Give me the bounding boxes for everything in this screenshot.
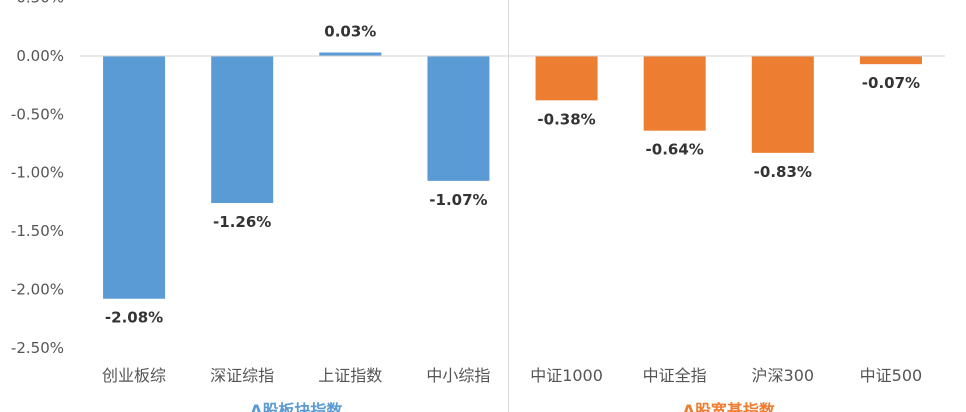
category-label: 中证1000 [530, 366, 603, 385]
data-label: 0.03% [324, 22, 376, 40]
category-label: 沪深300 [752, 366, 815, 385]
bar [751, 56, 814, 153]
data-label: -0.64% [646, 141, 704, 159]
category-label: 中证500 [860, 366, 923, 385]
y-tick-label: -1.50% [11, 222, 64, 240]
bar [643, 56, 706, 131]
bar-series [103, 52, 922, 299]
y-axis: 0.50% 0.00% -0.50% -1.00% -1.50% -2.00% -2.50% [11, 0, 64, 357]
bar [319, 52, 382, 56]
y-tick-label: -2.50% [11, 339, 64, 357]
x-axis: 创业板综 深证综指 上证指数 中小综指 中证1000 中证全指 沪深300 中证500 [102, 366, 922, 385]
bar [211, 56, 274, 204]
y-tick-label: -2.00% [11, 280, 64, 298]
group-labels: A股板块指数 A股宽基指数 [250, 401, 776, 412]
category-label: 上证指数 [318, 366, 382, 385]
bar [103, 56, 166, 299]
y-tick-label: 0.00% [16, 47, 64, 65]
data-label: -2.08% [105, 309, 163, 327]
data-label: -0.07% [862, 74, 920, 92]
bar [859, 56, 922, 65]
bar [535, 56, 598, 101]
y-tick-label: -0.50% [11, 105, 64, 123]
category-label: 创业板综 [102, 366, 166, 385]
group-label: A股板块指数 [250, 401, 343, 412]
data-label: -1.07% [429, 191, 487, 209]
data-label: -0.83% [754, 163, 812, 181]
bar [427, 56, 490, 181]
category-label: 深证综指 [210, 366, 274, 385]
y-tick-label: -1.00% [11, 164, 64, 182]
y-tick-label: 0.50% [16, 0, 64, 7]
category-label: 中证全指 [643, 366, 707, 385]
zero-line [80, 0, 945, 412]
data-labels: -2.08% -1.26% 0.03% -1.07% -0.38% -0.64% -0.83… [105, 22, 920, 326]
category-label: 中小综指 [426, 366, 490, 385]
data-label: -0.38% [537, 110, 595, 128]
group-label: A股宽基指数 [683, 401, 776, 412]
data-label: -1.26% [213, 213, 271, 231]
